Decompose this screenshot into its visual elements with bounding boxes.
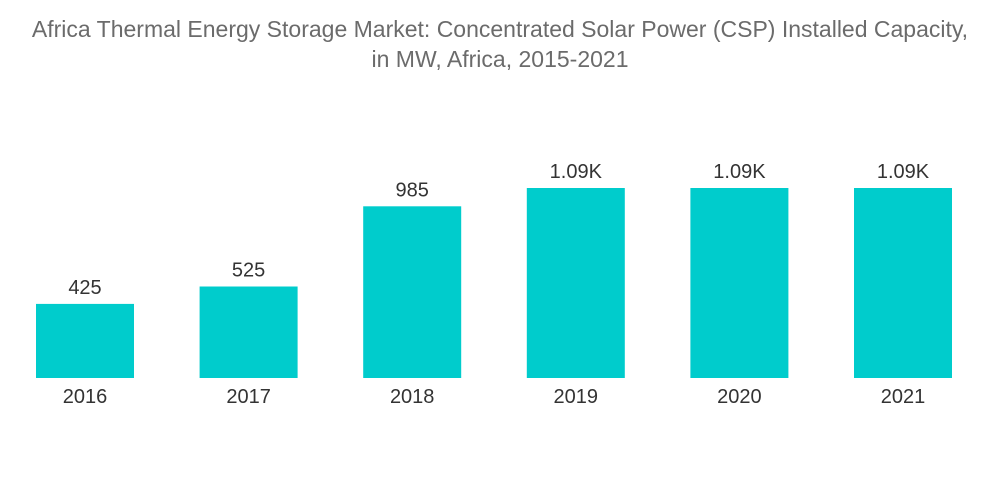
- value-label-2019: 1.09K: [550, 161, 603, 183]
- value-label-2016: 425: [68, 277, 101, 299]
- chart-title-line-1: Africa Thermal Energy Storage Market: Co…: [31, 16, 969, 42]
- value-label-2021: 1.09K: [877, 161, 930, 183]
- bar-2018: [363, 206, 462, 378]
- chart-title: Africa Thermal Energy Storage Market: Co…: [0, 14, 1000, 74]
- x-tick-2016: 2016: [63, 386, 108, 408]
- bar-2019: [526, 188, 625, 378]
- x-axis-ticks: 2016 2017 2018 2019 2020 2021: [63, 386, 926, 408]
- bar-2021: [854, 188, 952, 378]
- bars-group: [36, 188, 952, 378]
- x-tick-2021: 2021: [881, 386, 926, 408]
- bar-2020: [690, 188, 789, 378]
- bar-2016: [36, 303, 134, 378]
- x-tick-2017: 2017: [226, 386, 271, 408]
- value-label-2018: 985: [396, 179, 429, 201]
- value-labels-group: 425 525 985 1.09K 1.09K 1.09K: [68, 161, 929, 299]
- x-tick-2019: 2019: [554, 386, 599, 408]
- x-tick-2020: 2020: [717, 386, 762, 408]
- bar-2017: [199, 286, 298, 378]
- x-tick-2018: 2018: [390, 386, 435, 408]
- chart-title-line-2: in MW, Africa, 2015-2021: [371, 46, 629, 72]
- value-label-2020: 1.09K: [713, 161, 766, 183]
- value-label-2017: 525: [232, 260, 265, 282]
